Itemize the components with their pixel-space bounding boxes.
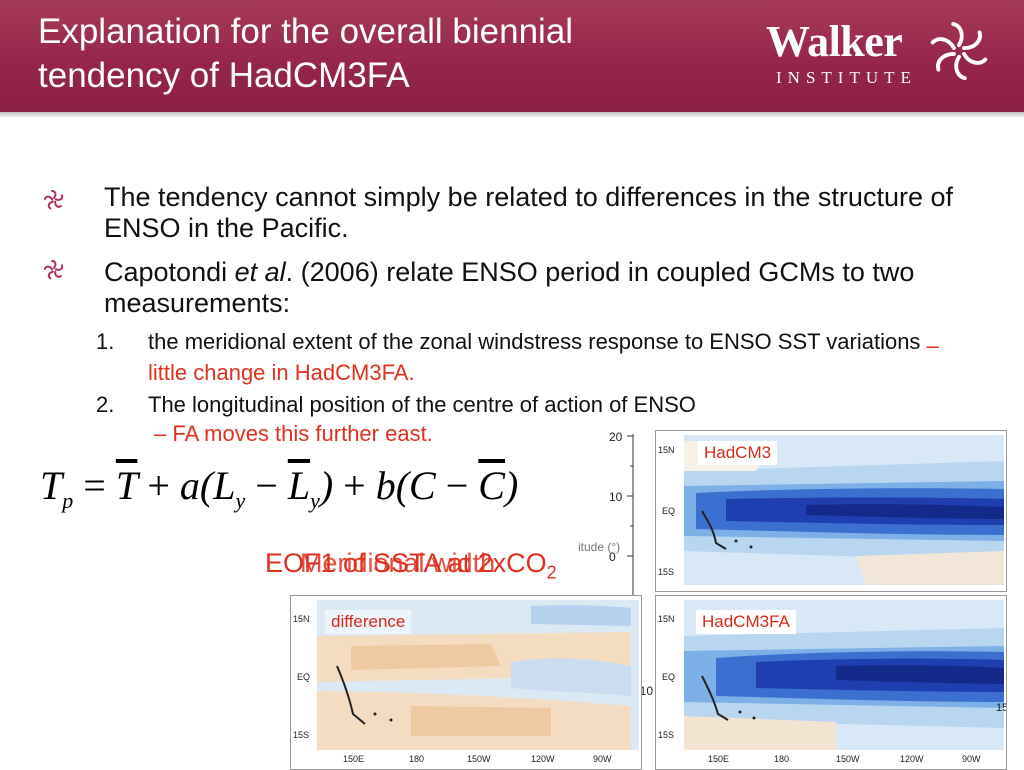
lon-180: 180 [774, 754, 790, 764]
numbered-2-marker: 2. [96, 392, 115, 417]
bullet-2-pre: Capotondi [104, 257, 235, 287]
eq-L: L [213, 463, 236, 508]
numbered-1-note: – little change in HadCM3FA. [148, 333, 939, 385]
overlay-eof-label: EOF1 of SSTA at 2xCO2 [265, 548, 557, 583]
equation: Tp = T + a(Ly − Ly) + b(C − C) [40, 462, 518, 514]
lat-eq: EQ [297, 672, 311, 682]
map-difference: 15N EQ 15S 150E 180 150W 120W 90W differ… [290, 595, 642, 770]
eq-b: b( [375, 463, 410, 508]
eq-C: C [409, 463, 436, 508]
lon-180: 180 [409, 754, 425, 764]
eq-lhs: T [40, 463, 63, 508]
map-hadcm3: 15N EQ 15S HadCM3 [655, 430, 1007, 592]
slide-title: Explanation for the overall biennial ten… [38, 10, 738, 98]
bullet-2-em: et al [234, 257, 286, 287]
bullet-2-post: . (2006) relate ENSO period in coupled G… [104, 257, 915, 318]
map-label-difference: difference [325, 610, 412, 634]
header-bar: Explanation for the overall biennial ten… [0, 0, 1024, 112]
eq-a: a( [179, 463, 214, 508]
lon-150e: 150E [343, 754, 365, 764]
lon-150w: 150W [836, 754, 860, 764]
right-tick: 15 [996, 702, 1006, 714]
eq-equals: = [83, 463, 106, 508]
bullet-2: Capotondi et al. (2006) relate ENSO peri… [104, 257, 984, 319]
lat-15n: 15N [658, 614, 675, 624]
lon-120w: 120W [531, 754, 555, 764]
title-line-1: Explanation for the overall biennial [38, 12, 574, 51]
eq-lhs-sub: p [62, 488, 74, 513]
plot-y-tick-20: 20 [609, 430, 623, 444]
map-hadcm3fa: 15N EQ 15S 150E 180 150W 120W 90W 15 Had… [655, 595, 1007, 770]
numbered-2-text: The longitudinal position of the centre … [148, 392, 696, 417]
eq-plus1: + [147, 463, 170, 508]
eq-tbar: T [115, 463, 138, 508]
bullet-1: The tendency cannot simply be related to… [104, 182, 953, 243]
lon-90w: 90W [962, 754, 981, 764]
logo-subtitle: INSTITUTE [776, 68, 917, 87]
eq-Lbar: L [287, 463, 311, 508]
lon-90w: 90W [593, 754, 612, 764]
eq-close1: ) [319, 463, 334, 508]
header-shadow [0, 112, 1024, 118]
numbered-1-marker: 1. [96, 329, 115, 354]
map-label-hadcm3fa: HadCM3FA [696, 610, 796, 634]
plot-y-tick-0: 0 [609, 550, 616, 564]
lat-15s: 15S [658, 567, 675, 577]
lon-120w: 120W [900, 754, 924, 764]
eq-L-sub: y [235, 488, 246, 513]
eq-close2: ) [504, 463, 519, 508]
logo-wordmark: Walker [766, 17, 903, 66]
overlay-eof-sub: 2 [546, 562, 557, 583]
overlay-eof-text: EOF1 of SSTA at 2xCO [265, 548, 547, 578]
overlay-meridional-label: Meridional width [300, 548, 496, 578]
lat-15n: 15N [293, 614, 310, 624]
lat-eq: EQ [662, 506, 676, 516]
lat-eq: EQ [662, 672, 676, 682]
numbered-2-note: – FA moves this further east. [154, 421, 433, 446]
numbered-1-text: the meridional extent of the zonal winds… [148, 329, 921, 354]
eq-minus: − [255, 463, 278, 508]
pinwheel-bullet-icon [44, 190, 64, 210]
numbered-1: the meridional extent of the zonal winds… [148, 328, 978, 385]
map-label-hadcm3: HadCM3 [698, 441, 778, 465]
eq-plus2: + [343, 463, 366, 508]
lon-150e: 150E [708, 754, 730, 764]
lat-15s: 15S [658, 730, 675, 740]
plot-y-label: itude (°) [578, 540, 621, 554]
eq-Cbar: C [478, 463, 505, 508]
eq-minus2: − [445, 463, 469, 508]
eq-Lbar-sub: y [310, 488, 320, 513]
walker-pinwheel-icon [930, 21, 988, 81]
plot-y-tick-10: 10 [609, 490, 623, 504]
lat-15s: 15S [293, 730, 310, 740]
title-line-2: tendency of HadCM3FA [38, 56, 410, 95]
lat-15n: 15N [658, 445, 675, 455]
pinwheel-bullet-icon [44, 260, 64, 280]
lon-150w: 150W [467, 754, 491, 764]
